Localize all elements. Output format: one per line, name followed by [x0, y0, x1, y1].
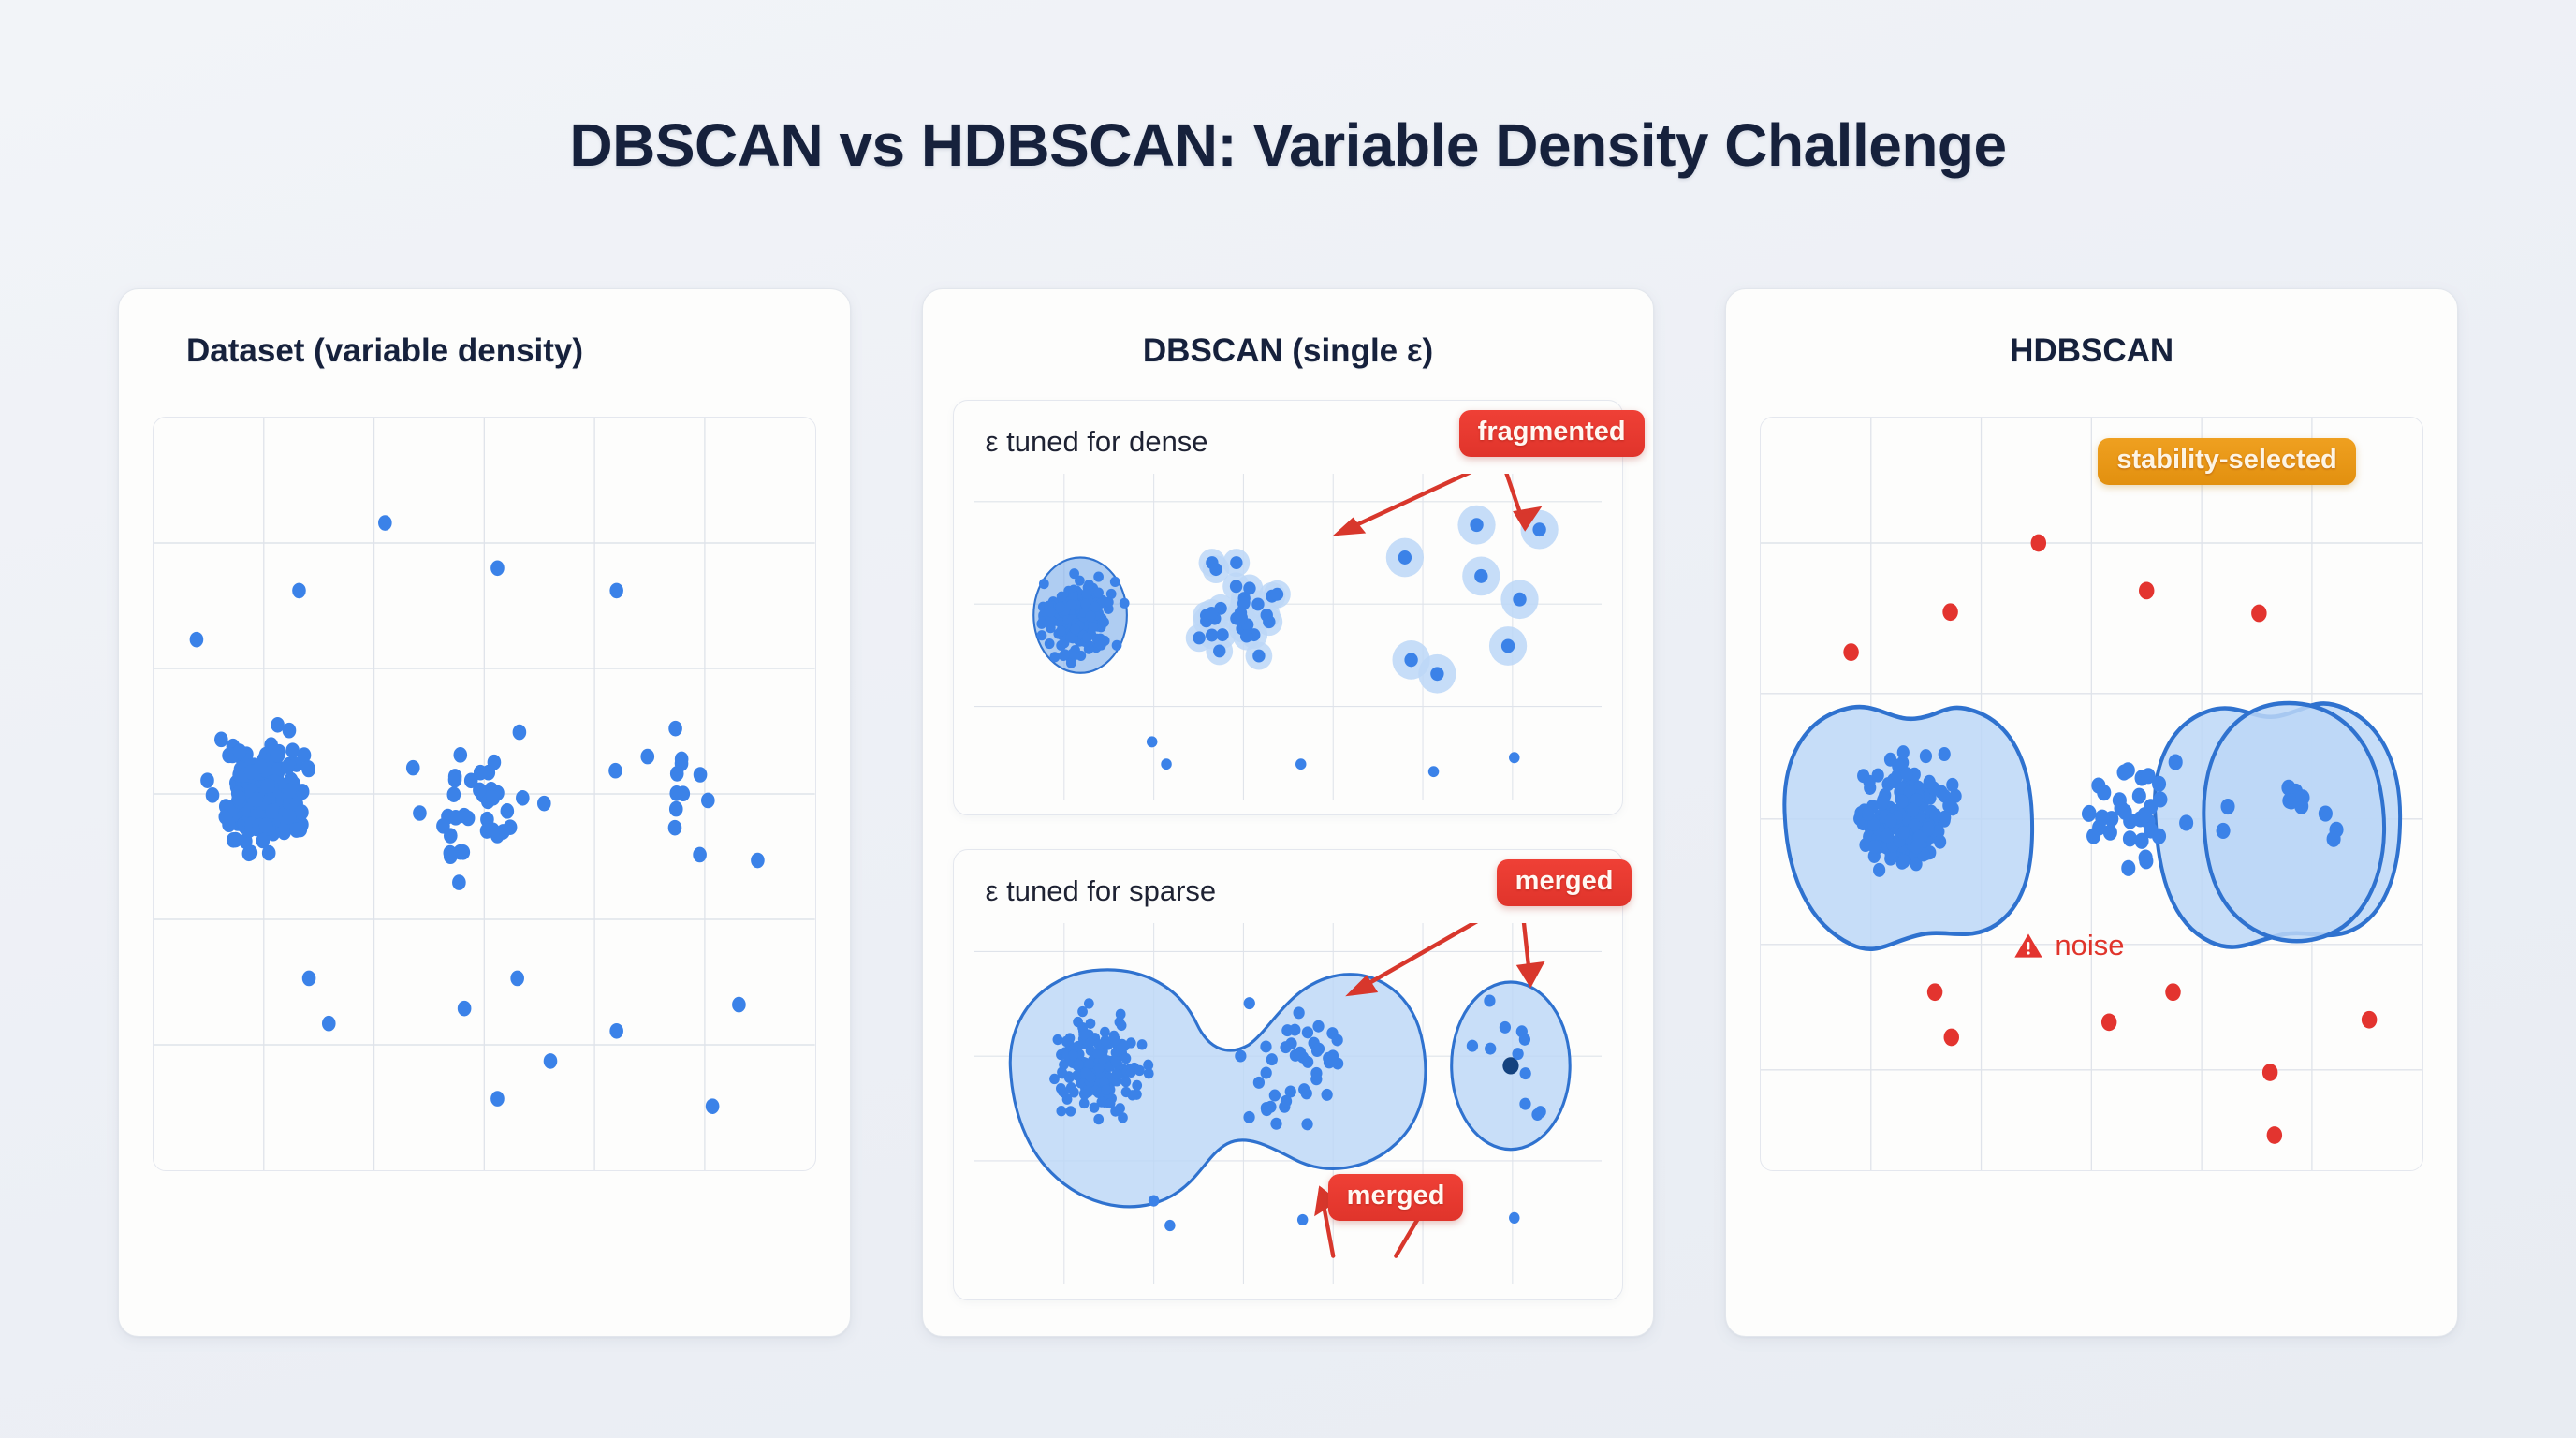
- hdbscan-plot: stability-selected noise: [1760, 417, 2424, 1171]
- subpanel-sparse-label: ε tuned for sparse: [985, 874, 1217, 907]
- panel-hdbscan: HDBSCAN: [1725, 288, 2459, 1337]
- warning-triangle-icon: [2014, 933, 2043, 958]
- subpanel-dense-label: ε tuned for dense: [985, 425, 1208, 458]
- panel-title-dataset: Dataset (variable density): [186, 332, 584, 369]
- subpanel-dense: ε tuned for dense fragmented: [952, 400, 1645, 815]
- hdbscan-grid: [1761, 418, 2423, 1170]
- badge-fragmented[interactable]: fragmented: [1458, 410, 1645, 457]
- page-title: DBSCAN vs HDBSCAN: Variable Density Chal…: [569, 111, 2007, 179]
- sparse-plot: [973, 923, 1603, 1284]
- badge-merged-top[interactable]: merged: [1496, 859, 1632, 906]
- panels-row: Dataset (variable density) DBSCAN (singl…: [118, 288, 2459, 1337]
- dataset-plot: [153, 417, 816, 1171]
- dataset-grid: [154, 418, 815, 1170]
- panel-dataset: Dataset (variable density): [118, 288, 851, 1337]
- dense-plot: [973, 474, 1603, 800]
- panel-title-dbscan: DBSCAN (single ε): [1142, 332, 1434, 369]
- subpanel-sparse: ε tuned for sparse merged merged: [952, 849, 1632, 1300]
- noise-label-text: noise: [2055, 929, 2125, 961]
- panel-title-hdbscan: HDBSCAN: [2010, 332, 2174, 369]
- dense-grid: [973, 474, 1603, 800]
- sparse-grid: [973, 923, 1603, 1284]
- noise-annotation: noise: [2013, 929, 2124, 962]
- badge-stability-selected[interactable]: stability-selected: [2098, 438, 2356, 485]
- panel-dbscan: DBSCAN (single ε) ε tuned for dense frag…: [921, 288, 1655, 1337]
- badge-merged-bottom[interactable]: merged: [1327, 1174, 1464, 1221]
